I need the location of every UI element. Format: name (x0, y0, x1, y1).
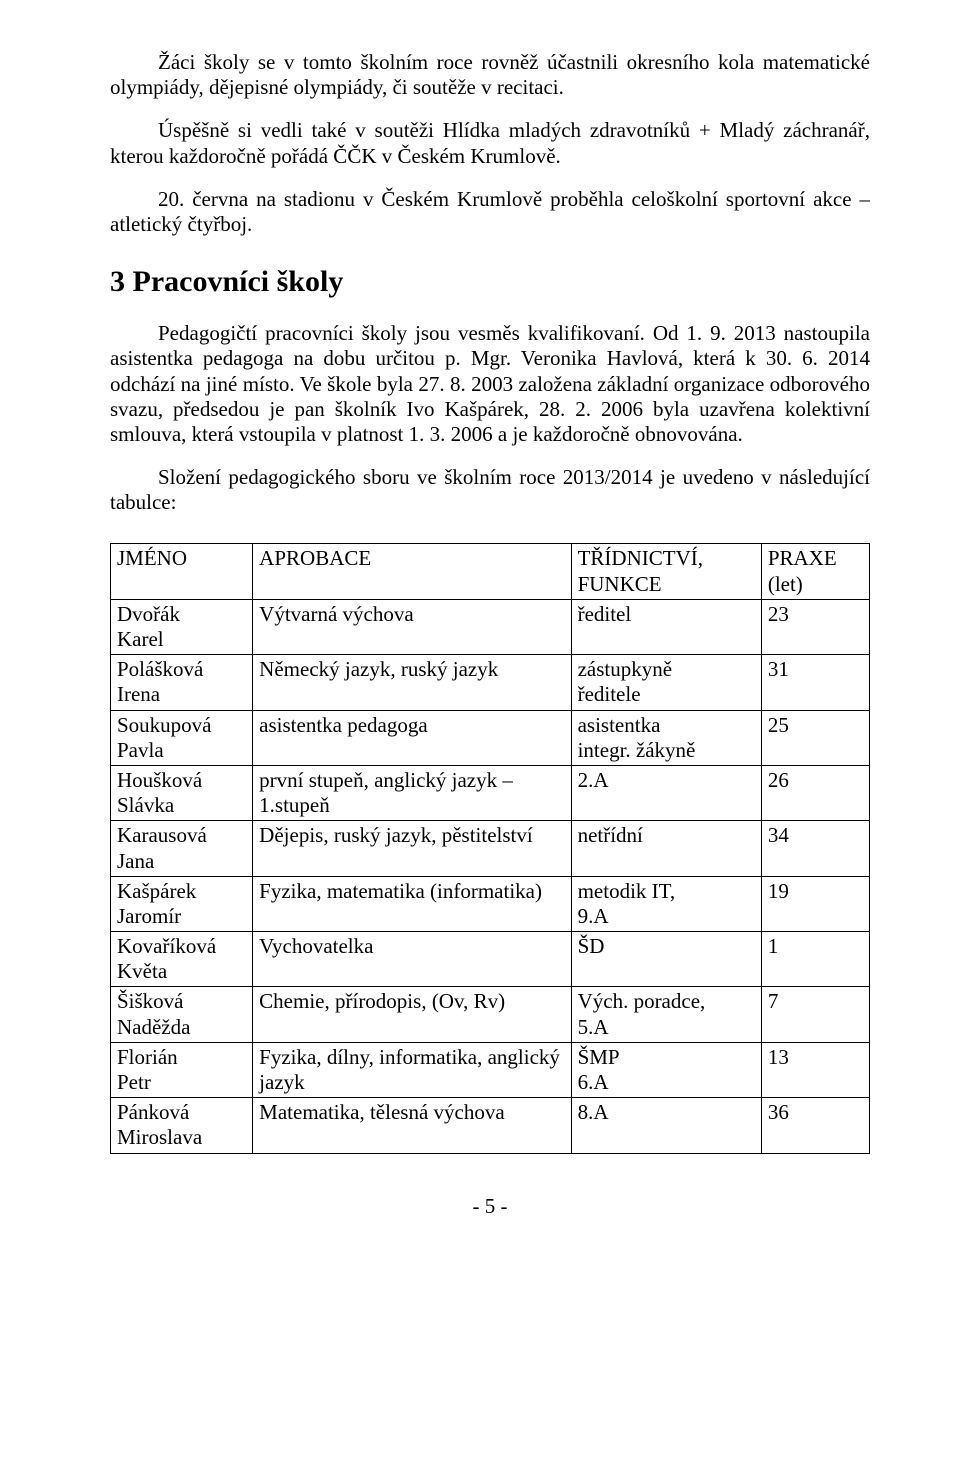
cell-name: DvořákKarel (111, 599, 253, 654)
cell-name: HouškováSlávka (111, 765, 253, 820)
table-intro: Složení pedagogického sboru ve školním r… (110, 465, 870, 515)
page-number: - 5 - (110, 1194, 870, 1219)
cell-name: KašpárekJaromír (111, 876, 253, 931)
staff-table-body: JMÉNO APROBACE TŘÍDNICTVÍ,FUNKCE PRAXE(l… (111, 544, 870, 1153)
cell-func: Vých. poradce,5.A (571, 987, 761, 1042)
cell-praxe: 1 (761, 932, 869, 987)
cell-func: 8.A (571, 1098, 761, 1153)
cell-praxe: 26 (761, 765, 869, 820)
cell-aprob: Výtvarná výchova (253, 599, 571, 654)
cell-aprob: Matematika, tělesná výchova (253, 1098, 571, 1153)
staff-table: JMÉNO APROBACE TŘÍDNICTVÍ,FUNKCE PRAXE(l… (110, 543, 870, 1153)
header-func: TŘÍDNICTVÍ,FUNKCE (571, 544, 761, 599)
cell-praxe: 19 (761, 876, 869, 931)
paragraph-3: 20. června na stadionu v Českém Krumlově… (110, 187, 870, 237)
paragraph-4: Pedagogičtí pracovníci školy jsou vesměs… (110, 321, 870, 447)
cell-name: PoláškováIrena (111, 655, 253, 710)
cell-name: FloriánPetr (111, 1042, 253, 1097)
cell-func: ředitel (571, 599, 761, 654)
cell-func: zástupkyněředitele (571, 655, 761, 710)
section-heading: 3 Pracovníci školy (110, 265, 870, 299)
cell-praxe: 36 (761, 1098, 869, 1153)
header-praxe: PRAXE(let) (761, 544, 869, 599)
cell-aprob: Chemie, přírodopis, (Ov, Rv) (253, 987, 571, 1042)
cell-func: asistentkaintegr. žákyně (571, 710, 761, 765)
cell-name: SoukupováPavla (111, 710, 253, 765)
header-aprob: APROBACE (253, 544, 571, 599)
table-row: DvořákKarel Výtvarná výchova ředitel 23 (111, 599, 870, 654)
table-row: HouškováSlávka první stupeň, anglický ja… (111, 765, 870, 820)
header-name: JMÉNO (111, 544, 253, 599)
table-row: SoukupováPavla asistentka pedagoga asist… (111, 710, 870, 765)
cell-aprob: první stupeň, anglický jazyk – 1.stupeň (253, 765, 571, 820)
cell-func: netřídní (571, 821, 761, 876)
paragraph-1: Žáci školy se v tomto školním roce rovně… (110, 50, 870, 100)
paragraph-2: Úspěšně si vedli také v soutěži Hlídka m… (110, 118, 870, 168)
table-row: KašpárekJaromír Fyzika, matematika (info… (111, 876, 870, 931)
table-row: KarausováJana Dějepis, ruský jazyk, pěst… (111, 821, 870, 876)
cell-aprob: Dějepis, ruský jazyk, pěstitelství (253, 821, 571, 876)
page: Žáci školy se v tomto školním roce rovně… (0, 0, 960, 1259)
cell-praxe: 31 (761, 655, 869, 710)
table-row: FloriánPetr Fyzika, dílny, informatika, … (111, 1042, 870, 1097)
cell-name: KovaříkováKvěta (111, 932, 253, 987)
cell-func: ŠD (571, 932, 761, 987)
cell-name: KarausováJana (111, 821, 253, 876)
table-row: ŠiškováNaděžda Chemie, přírodopis, (Ov, … (111, 987, 870, 1042)
cell-praxe: 25 (761, 710, 869, 765)
cell-aprob: Německý jazyk, ruský jazyk (253, 655, 571, 710)
cell-name: PánkováMiroslava (111, 1098, 253, 1153)
table-header-row: JMÉNO APROBACE TŘÍDNICTVÍ,FUNKCE PRAXE(l… (111, 544, 870, 599)
table-row: PoláškováIrena Německý jazyk, ruský jazy… (111, 655, 870, 710)
cell-aprob: Vychovatelka (253, 932, 571, 987)
cell-aprob: Fyzika, matematika (informatika) (253, 876, 571, 931)
cell-func: metodik IT,9.A (571, 876, 761, 931)
cell-func: ŠMP6.A (571, 1042, 761, 1097)
cell-name: ŠiškováNaděžda (111, 987, 253, 1042)
cell-praxe: 13 (761, 1042, 869, 1097)
cell-praxe: 34 (761, 821, 869, 876)
table-row: PánkováMiroslava Matematika, tělesná výc… (111, 1098, 870, 1153)
cell-aprob: Fyzika, dílny, informatika, anglický jaz… (253, 1042, 571, 1097)
table-row: KovaříkováKvěta Vychovatelka ŠD 1 (111, 932, 870, 987)
cell-praxe: 7 (761, 987, 869, 1042)
cell-aprob: asistentka pedagoga (253, 710, 571, 765)
cell-func: 2.A (571, 765, 761, 820)
cell-praxe: 23 (761, 599, 869, 654)
